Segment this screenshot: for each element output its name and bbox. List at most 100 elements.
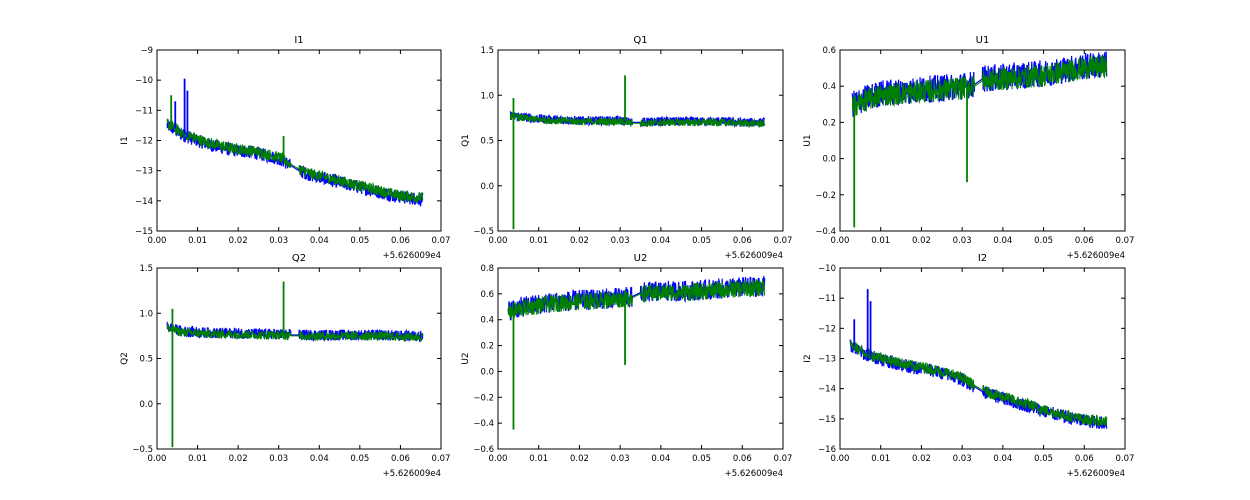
subplot-title: U2 [634,253,648,264]
plot-area [157,268,441,449]
y-tick-label: 0.2 [822,118,836,128]
y-tick-label: 1.0 [139,309,153,319]
x-tick-label: 0.00 [148,454,167,464]
x-tick-label: 0.00 [831,454,850,464]
y-tick-label: 1.0 [480,91,494,101]
x-offset-label: +5.626009e4 [725,251,783,261]
y-axis-label: Q1 [461,134,471,147]
y-tick-label: −13 [135,167,153,177]
x-tick-label: 0.06 [733,454,752,464]
x-tick-label: 0.02 [912,454,931,464]
x-tick-label: 0.04 [651,236,670,246]
y-tick-label: 0.0 [480,367,494,377]
y-tick-label: −15 [135,227,153,237]
y-tick-label: 0.6 [822,46,836,56]
plot-marks [166,281,424,448]
x-tick-label: 0.04 [310,454,329,464]
subplot-q1: 0.00 0.01 0.02 0.03 0.04 0.05 0.06 0.07 −0.5 0.0 0… [461,35,792,261]
y-tick-label: −0.4 [815,227,836,237]
y-tick-label: 0.5 [480,137,494,147]
x-offset-label: +5.626009e4 [725,469,783,479]
y-tick-label: −10 [818,264,836,274]
plot-marks [849,289,1108,430]
x-tick-label: 0.06 [1075,236,1094,246]
x-tick-label: 0.05 [692,454,711,464]
plot-marks [509,75,766,230]
x-tick-label: 0.04 [993,236,1012,246]
y-tick-label: −0.2 [815,191,836,201]
x-tick-label: 0.07 [432,454,451,464]
plot-area [498,50,783,231]
subplot-title: Q2 [292,253,306,264]
subplot-title: I1 [294,35,303,46]
x-offset-label: +5.626009e4 [1067,469,1125,479]
x-tick-label: 0.00 [831,236,850,246]
x-tick-label: 0.07 [432,236,451,246]
axes-frame [839,49,1126,232]
subplot-title: Q1 [633,35,647,46]
y-tick-label: −12 [818,324,836,334]
x-tick-label: 0.01 [871,236,890,246]
x-tick-label: 0.04 [651,454,670,464]
x-tick-label: 0.00 [148,236,167,246]
x-tick-label: 0.02 [570,454,589,464]
subplot-title: U1 [976,35,990,46]
y-tick-label: 0.4 [822,82,836,92]
y-tick-label: −14 [135,197,153,207]
y-tick-label: 0.6 [480,290,494,300]
y-axis-label: I2 [803,354,813,362]
y-tick-label: −0.4 [473,419,494,429]
x-tick-label: 0.06 [733,236,752,246]
x-tick-label: 0.02 [229,236,248,246]
x-tick-label: 0.03 [611,454,630,464]
y-tick-label: −14 [818,385,836,395]
y-tick-label: −11 [135,106,153,116]
series-line-green [166,323,424,343]
y-tick-label: 1.5 [139,264,153,274]
y-axis-label: U2 [461,352,471,364]
x-tick-label: 0.07 [1116,454,1135,464]
x-tick-label: 0.05 [692,236,711,246]
y-tick-label: 0.0 [480,182,494,192]
y-tick-label: −10 [135,76,153,86]
x-tick-label: 0.07 [774,236,793,246]
x-offset-label: +5.626009e4 [383,251,441,261]
subplot-i2: 0.00 0.01 0.02 0.03 0.04 0.05 0.06 0.07 −16 −15 −1… [803,253,1134,479]
x-tick-label: 0.04 [310,236,329,246]
subplot-q2: 0.00 0.01 0.02 0.03 0.04 0.05 0.06 0.07 −0.5 0.0 0… [120,253,450,479]
subplot-title: I2 [978,253,987,264]
y-tick-label: 0.0 [822,155,836,165]
x-tick-label: 0.03 [953,236,972,246]
y-tick-label: −0.5 [132,445,153,455]
y-tick-label: 0.2 [480,342,494,352]
x-tick-label: 0.07 [1116,236,1135,246]
series-line-green [851,55,1108,116]
x-tick-label: 0.04 [993,454,1012,464]
x-tick-label: 0.01 [188,236,207,246]
x-tick-label: 0.01 [188,454,207,464]
x-offset-label: +5.626009e4 [383,469,441,479]
x-tick-label: 0.05 [1034,236,1053,246]
subplot-u2: 0.00 0.01 0.02 0.03 0.04 0.05 0.06 0.07 −0.6 −0.4… [461,253,792,479]
x-tick-label: 0.00 [489,236,508,246]
series-line-green [849,340,1108,427]
y-tick-label: −0.5 [473,227,494,237]
x-tick-label: 0.05 [350,236,369,246]
y-tick-label: −11 [818,294,836,304]
x-tick-label: 0.05 [1034,454,1053,464]
x-tick-label: 0.03 [611,236,630,246]
y-tick-label: 0.8 [480,264,494,274]
series-line-green [509,111,766,129]
series-line-green [507,279,766,319]
axes-frame [497,267,784,450]
y-tick-label: −12 [135,137,153,147]
x-tick-label: 0.03 [953,454,972,464]
y-tick-label: −16 [818,445,836,455]
x-tick-label: 0.03 [269,236,288,246]
x-tick-label: 0.01 [529,454,548,464]
plot-marks [851,51,1108,228]
x-tick-label: 0.05 [350,454,369,464]
y-axis-label: U1 [803,134,813,146]
x-tick-label: 0.01 [871,454,890,464]
x-tick-label: 0.06 [1075,454,1094,464]
